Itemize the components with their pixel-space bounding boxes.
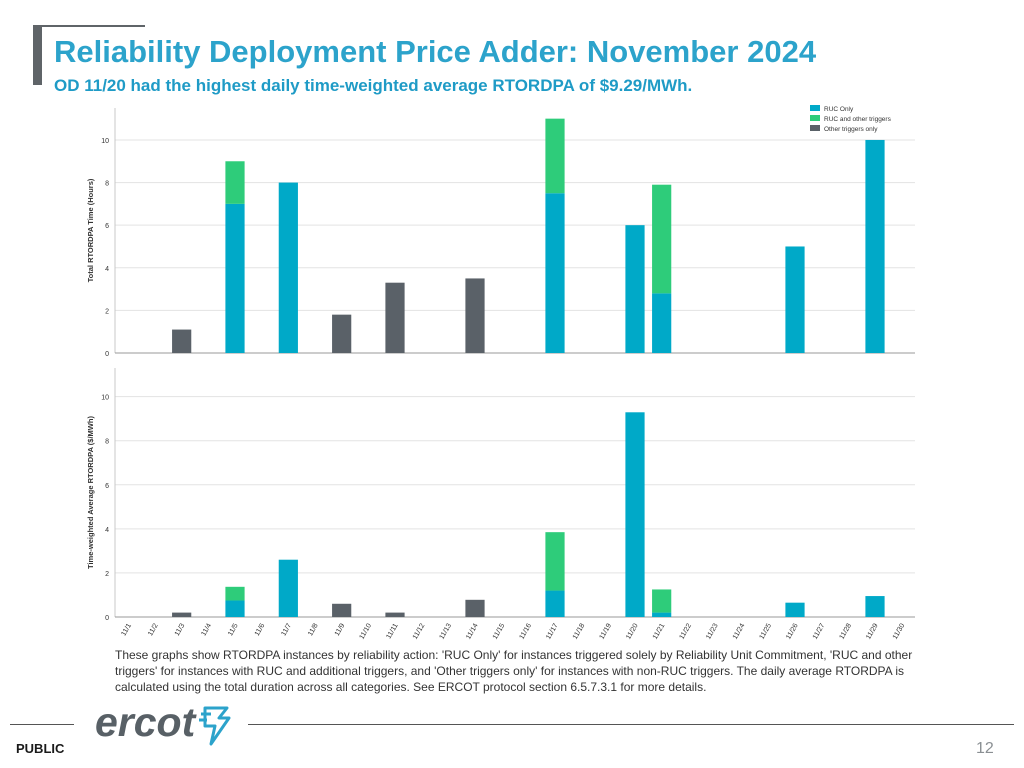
y-tick-label: 2 (105, 571, 109, 578)
logo-bolt-icon (199, 706, 231, 746)
y-tick-label: 8 (105, 181, 109, 188)
bar-ruc-only-11-21 (652, 293, 672, 353)
x-tick-label: 11/17 (545, 622, 560, 640)
bar-ruc-only-11-7 (278, 182, 298, 353)
ercot-logo-text: ercot (95, 700, 198, 745)
bar-other-triggers-only-11-9 (332, 314, 352, 353)
bar-ruc-only-11-29 (865, 139, 885, 353)
x-tick-label: 11/19 (599, 622, 614, 640)
x-tick-label: 11/24 (732, 622, 747, 640)
x-tick-label: 11/7 (280, 622, 293, 637)
x-tick-label: 11/14 (465, 622, 480, 640)
bar-other-triggers-only-11-3 (172, 612, 192, 617)
bar-ruc-only-11-17 (545, 590, 565, 617)
legend-label: Other triggers only (824, 126, 878, 133)
page-subtitle: OD 11/20 had the highest daily time-weig… (54, 76, 693, 95)
bar-ruc-only-11-7 (278, 559, 298, 617)
y-tick-label: 10 (101, 138, 109, 145)
x-tick-label: 11/4 (200, 622, 213, 637)
footer-divider-left (10, 724, 74, 725)
bar-ruc-and-other-triggers-11-17 (545, 118, 565, 194)
x-tick-label: 11/13 (439, 622, 454, 640)
legend-swatch (810, 125, 820, 131)
x-tick-label: 11/11 (385, 622, 399, 640)
footer-label: PUBLIC (16, 741, 65, 756)
x-tick-label: 11/23 (705, 622, 720, 640)
x-tick-label: 11/18 (572, 622, 587, 640)
bar-other-triggers-only-11-9 (332, 603, 352, 617)
legend-swatch (810, 105, 820, 111)
x-tick-label: 11/29 (865, 622, 880, 640)
x-tick-label: 11/15 (492, 622, 507, 640)
footer-divider-right (248, 724, 1014, 725)
bar-other-triggers-only-11-3 (172, 329, 192, 353)
x-tick-label: 11/1 (120, 622, 133, 637)
x-tick-label: 11/20 (625, 622, 640, 640)
title-accent-bar (33, 25, 42, 85)
chart-footnote: These graphs show RTORDPA instances by r… (115, 648, 913, 694)
bar-ruc-and-other-triggers-11-21 (652, 589, 672, 613)
x-tick-label: 11/2 (147, 622, 160, 637)
bar-other-triggers-only-11-14 (465, 599, 485, 617)
bar-other-triggers-only-11-11 (385, 282, 405, 353)
x-tick-label: 11/3 (174, 622, 187, 637)
x-tick-label: 11/10 (359, 622, 374, 640)
bar-ruc-only-11-26 (785, 246, 805, 353)
y-tick-label: 2 (105, 308, 109, 315)
bar-other-triggers-only-11-11 (385, 612, 405, 617)
x-tick-label: 11/26 (785, 622, 800, 640)
title-accent-line (33, 25, 145, 27)
bar-ruc-only-11-20 (625, 412, 645, 617)
bar-ruc-only-11-20 (625, 225, 645, 353)
bar-other-triggers-only-11-14 (465, 278, 485, 353)
y-tick-label: 8 (105, 439, 109, 446)
bar-ruc-and-other-triggers-11-21 (652, 184, 672, 294)
x-tick-label: 11/16 (519, 622, 534, 640)
y-axis-label: Time-weighted Average RTORDPA ($/MWh) (86, 416, 95, 569)
y-tick-label: 6 (105, 223, 109, 230)
bar-ruc-only-11-29 (865, 596, 885, 617)
y-tick-label: 4 (105, 266, 109, 273)
y-tick-label: 10 (101, 395, 109, 402)
bar-ruc-and-other-triggers-11-5 (225, 586, 245, 601)
x-tick-label: 11/9 (334, 622, 347, 637)
bar-ruc-and-other-triggers-11-17 (545, 532, 565, 591)
y-tick-label: 6 (105, 483, 109, 490)
y-tick-label: 0 (105, 351, 109, 358)
x-tick-label: 11/5 (227, 622, 240, 637)
legend-swatch (810, 115, 820, 121)
x-tick-label: 11/27 (812, 622, 827, 640)
page-title: Reliability Deployment Price Adder: Nove… (54, 34, 817, 69)
x-tick-label: 11/12 (412, 622, 427, 640)
y-tick-label: 4 (105, 527, 109, 534)
y-axis-label: Total RTORDPA Time (Hours) (86, 178, 95, 282)
bar-ruc-only-11-5 (225, 203, 245, 353)
legend-label: RUC and other triggers (824, 116, 892, 123)
rtordpa-chart: 0 2 4 6 8 10 Time-weighted Average RTORDPA ($/… (86, 368, 915, 641)
page-number: 12 (976, 740, 994, 757)
bar-ruc-and-other-triggers-11-5 (225, 161, 245, 204)
x-tick-label: 11/21 (652, 622, 667, 640)
x-tick-label: 11/25 (759, 622, 774, 640)
bar-ruc-only-11-26 (785, 602, 805, 617)
y-tick-label: 0 (105, 615, 109, 622)
x-tick-label: 11/28 (839, 622, 854, 640)
bar-ruc-only-11-5 (225, 600, 245, 617)
legend-label: RUC Only (824, 106, 854, 113)
bar-ruc-only-11-21 (652, 612, 672, 617)
x-tick-label: 11/6 (254, 622, 267, 637)
x-tick-label: 11/22 (679, 622, 694, 640)
x-tick-label: 11/8 (307, 622, 320, 637)
bar-ruc-only-11-17 (545, 193, 565, 353)
hours-chart: 0 2 4 6 8 10 Total RTORDPA Time (Hours) RUC Onl… (86, 105, 915, 358)
x-tick-label: 11/30 (892, 622, 907, 640)
ercot-logo: ercot (95, 700, 231, 746)
